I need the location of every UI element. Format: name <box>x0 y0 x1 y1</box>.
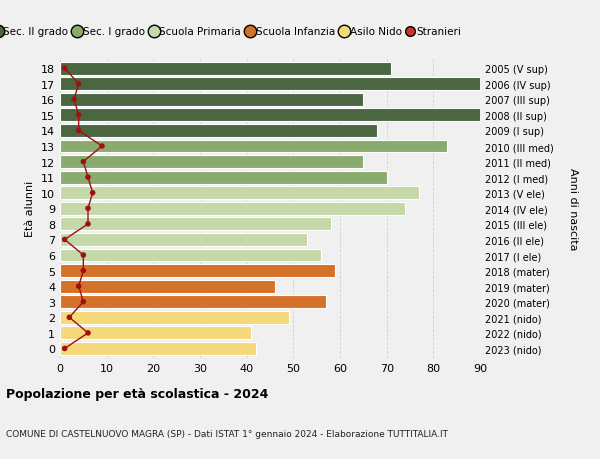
Point <box>65 314 74 321</box>
Point <box>60 345 70 353</box>
Bar <box>60 109 494 122</box>
Bar <box>60 234 307 246</box>
Point <box>79 298 88 306</box>
Bar <box>60 78 494 91</box>
Bar <box>60 156 364 168</box>
Bar <box>60 171 386 184</box>
Point <box>60 65 70 73</box>
Point <box>97 143 107 151</box>
Text: Popolazione per età scolastica - 2024: Popolazione per età scolastica - 2024 <box>6 387 268 400</box>
Bar <box>60 94 364 106</box>
Bar <box>60 202 406 215</box>
Text: COMUNE DI CASTELNUOVO MAGRA (SP) - Dati ISTAT 1° gennaio 2024 - Elaborazione TUT: COMUNE DI CASTELNUOVO MAGRA (SP) - Dati … <box>6 429 448 438</box>
Point <box>83 330 93 337</box>
Bar <box>60 280 275 293</box>
Point <box>83 221 93 228</box>
Point <box>83 174 93 181</box>
Bar <box>60 62 391 75</box>
Y-axis label: Anni di nascita: Anni di nascita <box>568 168 577 250</box>
Point <box>79 158 88 166</box>
Point <box>74 283 83 290</box>
Bar <box>60 311 289 324</box>
Point <box>74 112 83 119</box>
Y-axis label: Età alunni: Età alunni <box>25 181 35 237</box>
Bar <box>60 249 322 262</box>
Point <box>74 81 83 88</box>
Point <box>79 267 88 274</box>
Legend: Sec. II grado, Sec. I grado, Scuola Primaria, Scuola Infanzia, Asilo Nido, Stran: Sec. II grado, Sec. I grado, Scuola Prim… <box>0 23 465 41</box>
Bar <box>60 296 326 308</box>
Point <box>79 252 88 259</box>
Bar <box>60 342 256 355</box>
Point <box>88 190 97 197</box>
Bar <box>60 187 419 200</box>
Bar <box>60 125 377 138</box>
Bar <box>60 218 331 231</box>
Bar <box>60 140 448 153</box>
Point <box>69 96 79 104</box>
Point <box>60 236 70 244</box>
Bar <box>60 265 335 277</box>
Point <box>83 205 93 213</box>
Point <box>74 128 83 135</box>
Bar <box>60 327 251 340</box>
